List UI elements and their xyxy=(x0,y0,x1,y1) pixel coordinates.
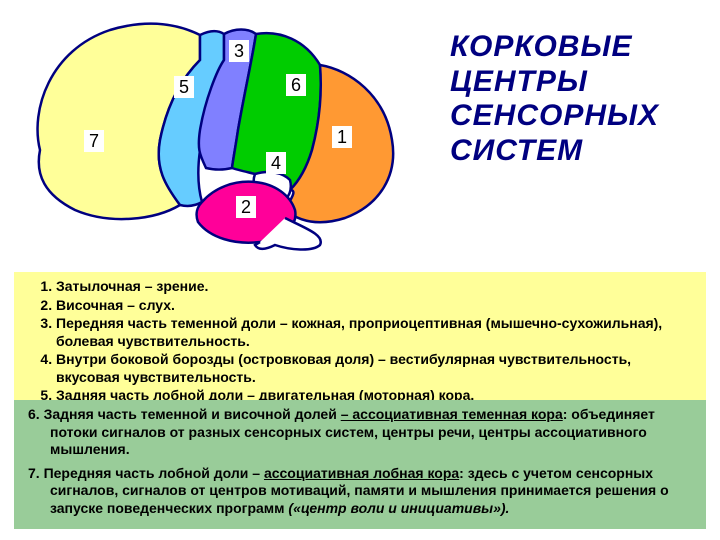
underline-text: – ассоциативная теменная кора xyxy=(341,406,563,422)
brain-diagram: 1 2 3 4 5 6 7 xyxy=(0,0,410,255)
label-7: 7 xyxy=(84,130,104,152)
italic-text: («центр воли и инициативы»). xyxy=(288,500,509,516)
page-title: КОРКОВЫЕ ЦЕНТРЫ СЕНСОРНЫХ СИСТЕМ xyxy=(450,30,710,168)
label-1: 1 xyxy=(332,126,352,148)
list-item: Внутри боковой борозды (островковая доля… xyxy=(56,351,692,386)
yellow-list-box: Затылочная – зрение. Височная – слух. Пе… xyxy=(14,272,706,412)
list-item: Затылочная – зрение. xyxy=(56,278,692,296)
label-5: 5 xyxy=(174,76,194,98)
label-4: 4 xyxy=(266,152,286,174)
text: 6. Задняя часть теменной и височной доле… xyxy=(28,406,341,422)
green-list-box: 6. Задняя часть теменной и височной доле… xyxy=(14,400,706,529)
label-6: 6 xyxy=(286,74,306,96)
underline-text: ассоциативная лобная кора xyxy=(264,465,459,481)
sensory-list: Затылочная – зрение. Височная – слух. Пе… xyxy=(28,278,692,405)
list-item: Передняя часть теменной доли – кожная, п… xyxy=(56,315,692,350)
label-3: 3 xyxy=(229,40,249,62)
list-item: Височная – слух. xyxy=(56,297,692,315)
text: 7. Передняя часть лобной доли – xyxy=(28,465,264,481)
assoc-item-6: 6. Задняя часть теменной и височной доле… xyxy=(28,406,692,459)
label-2: 2 xyxy=(236,196,256,218)
assoc-item-7: 7. Передняя часть лобной доли – ассоциат… xyxy=(28,465,692,518)
